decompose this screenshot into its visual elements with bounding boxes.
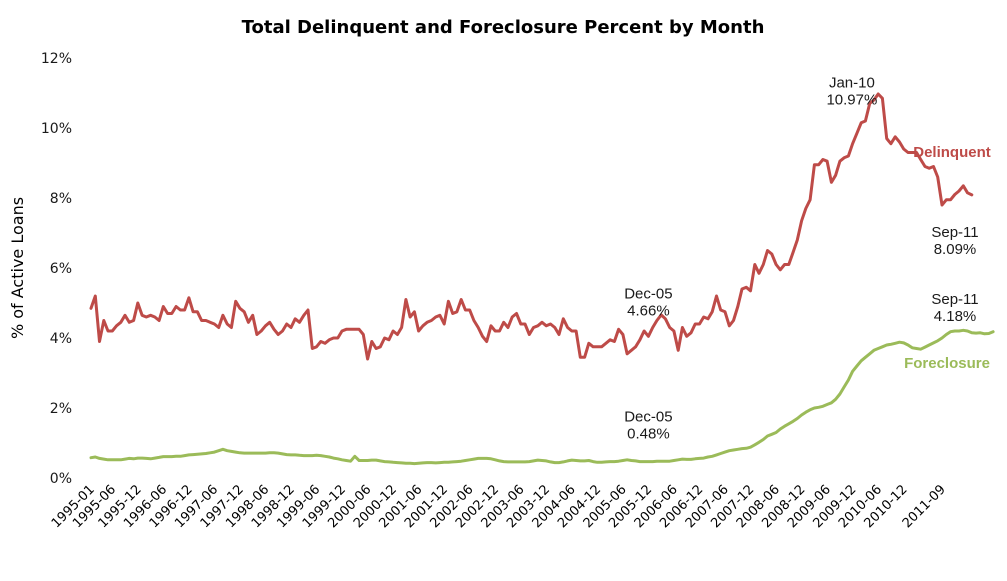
series-label-delinquent: Delinquent: [913, 144, 991, 161]
annotation-value: 8.09%: [934, 241, 977, 258]
y-tick-label: 0%: [50, 471, 72, 487]
annotation-value: 4.66%: [627, 302, 670, 319]
annotation-date: Sep-11: [931, 224, 978, 241]
series-line-foreclosure: [89, 328, 995, 466]
y-tick-label: 4%: [50, 331, 72, 347]
y-tick-label: 10%: [41, 121, 72, 137]
chart-title: Total Delinquent and Foreclosure Percent…: [242, 17, 765, 38]
series-label-foreclosure: Foreclosure: [904, 355, 990, 372]
annotation-value: 10.97%: [826, 91, 877, 108]
y-tick-label: 12%: [41, 51, 72, 67]
y-axis-ticks: 0% 2% 4% 6% 8% 10% 12%: [41, 51, 72, 487]
annotation-date: Dec-05: [624, 409, 672, 426]
annotation-date: Sep-11: [931, 291, 978, 308]
y-axis-label: % of Active Loans: [8, 197, 27, 339]
annotation-date: Dec-05: [624, 285, 672, 302]
y-tick-label: 2%: [50, 401, 72, 417]
y-tick-label: 8%: [50, 191, 72, 207]
annotation-value: 0.48%: [627, 426, 670, 443]
annotation-value: 4.18%: [934, 308, 977, 325]
y-tick-label: 6%: [50, 261, 72, 277]
annotation-date: Jan-10: [829, 74, 875, 91]
series-line-delinquent: [89, 92, 974, 361]
annotations: Dec-054.66%Jan-1010.97%Sep-118.09%Dec-05…: [624, 74, 978, 442]
x-axis-ticks: 1995-011995-061995-121996-061996-121997-…: [49, 482, 949, 531]
series-lines: [89, 92, 995, 466]
